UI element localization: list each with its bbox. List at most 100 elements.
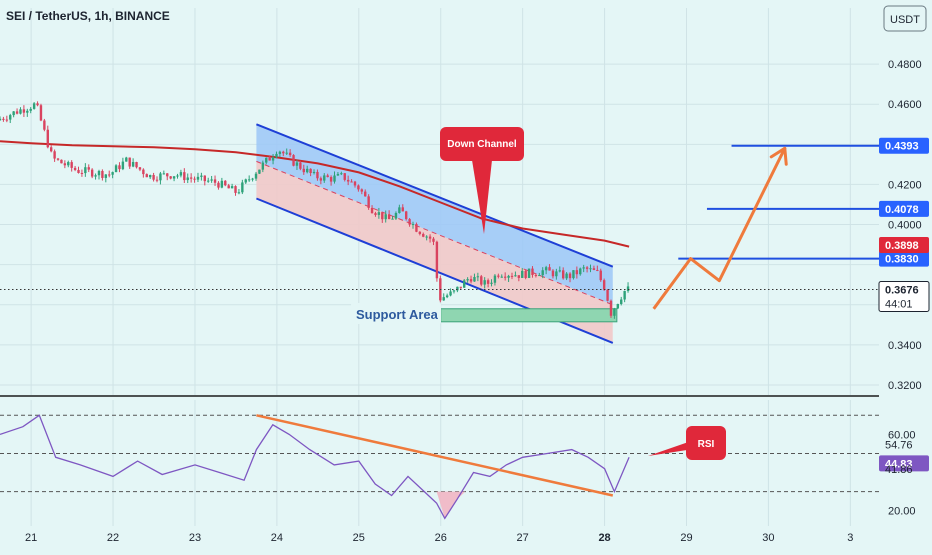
candle-body [374,213,377,215]
rsi-callout: RSI [648,426,726,460]
candle-body [428,236,432,239]
candle-body [442,297,445,301]
candle-body [94,175,97,177]
candle-body [131,162,135,167]
candle-body [555,271,558,277]
candle-body [22,109,26,113]
candle-body [49,147,53,152]
forecast-arrow [652,146,788,310]
candle-body [207,180,210,182]
candle-body [114,165,118,173]
rsi-tick-label: 60.00 [888,429,916,441]
candle-body [237,192,241,194]
time-tick-label: 26 [435,532,447,544]
candle-body [196,176,200,180]
forecast-path [652,147,787,310]
candle-body [367,196,370,208]
candle-body [63,163,67,166]
candle-body [19,109,22,114]
candle-body [323,175,326,181]
candle-body [620,299,623,304]
candle-body [53,151,56,159]
channel-lower-fill [256,161,613,343]
candle-body [404,211,408,220]
candle-body [401,207,404,212]
candle-body [507,275,510,278]
rsi-line [0,414,630,520]
candle-body [200,175,203,177]
candle-body [473,277,476,282]
candle-body [452,290,456,292]
candle-body [459,286,462,288]
support-area: Support Area [351,303,618,324]
candle-body [244,179,247,183]
candle-body [121,161,125,170]
candle-body [169,176,172,179]
rsi-value-badge [879,455,929,472]
candle-body [418,231,422,234]
candle-body [343,173,346,180]
price-tick-label: 0.3400 [888,340,922,352]
candle-body [544,267,548,271]
candle-body [575,270,579,275]
price-tick-label: 0.4000 [888,220,922,232]
currency-badge[interactable] [883,5,927,32]
candle-body [292,155,295,166]
candle-body [213,179,217,183]
candle-body [142,169,145,175]
time-tick-label: 30 [762,532,774,544]
candle-body [101,170,104,178]
candle-body [425,236,428,238]
candle-body [84,167,87,174]
rsi-callout-box [686,426,726,460]
candle-body [316,171,319,179]
candle-body [251,178,254,180]
price-axis-ticks: 0.4800 0.4600 0.4200 0.4000 0.3400 0.3200 0.43… [878,59,930,392]
candle-body [589,268,592,270]
candle-body [104,174,108,178]
candle-body [493,275,497,283]
candle-body [350,181,353,183]
candle-body [128,157,131,167]
candle-body [616,303,620,309]
candle-body [288,152,292,156]
candle-body [138,167,142,170]
candle-body [305,168,309,173]
candle-body [155,179,159,181]
candle-body [186,177,189,181]
candle-body [282,151,285,154]
down-channel-callout-box [440,127,524,161]
current-price-label: 0.3676 [885,285,919,297]
candle-body [490,282,493,284]
time-axis [0,528,932,550]
price-candles [0,101,879,319]
candle-body [336,173,340,176]
rsi-value-label: 41.86 [885,464,913,476]
candle-body [319,178,323,181]
candle-body [381,212,384,220]
candle-body [534,274,538,276]
currency-label: USDT [890,14,920,26]
candle-body [247,179,251,181]
candle-body [32,103,36,109]
candle-body [56,158,60,160]
candle-body [26,110,29,113]
candle-body [2,118,5,120]
time-axis-ticks: 21 22 23 24 25 26 27 28 29 30 3 [25,532,853,544]
candle-body [463,280,466,288]
candle-body [483,280,486,285]
candle-body [193,178,196,180]
candle-body [500,276,503,278]
target-price-badge [879,200,929,217]
channel-midline [256,160,613,306]
candle-body [111,172,114,175]
candle-body [606,289,609,301]
candle-body [585,267,589,269]
candle-body [333,175,336,182]
support-area-label-bg [351,303,441,324]
forecast-arrowhead [783,146,788,166]
candle-body [353,181,357,186]
candle-body [408,219,411,225]
candle-body [70,162,73,168]
rsi-label: RSI [698,439,715,450]
